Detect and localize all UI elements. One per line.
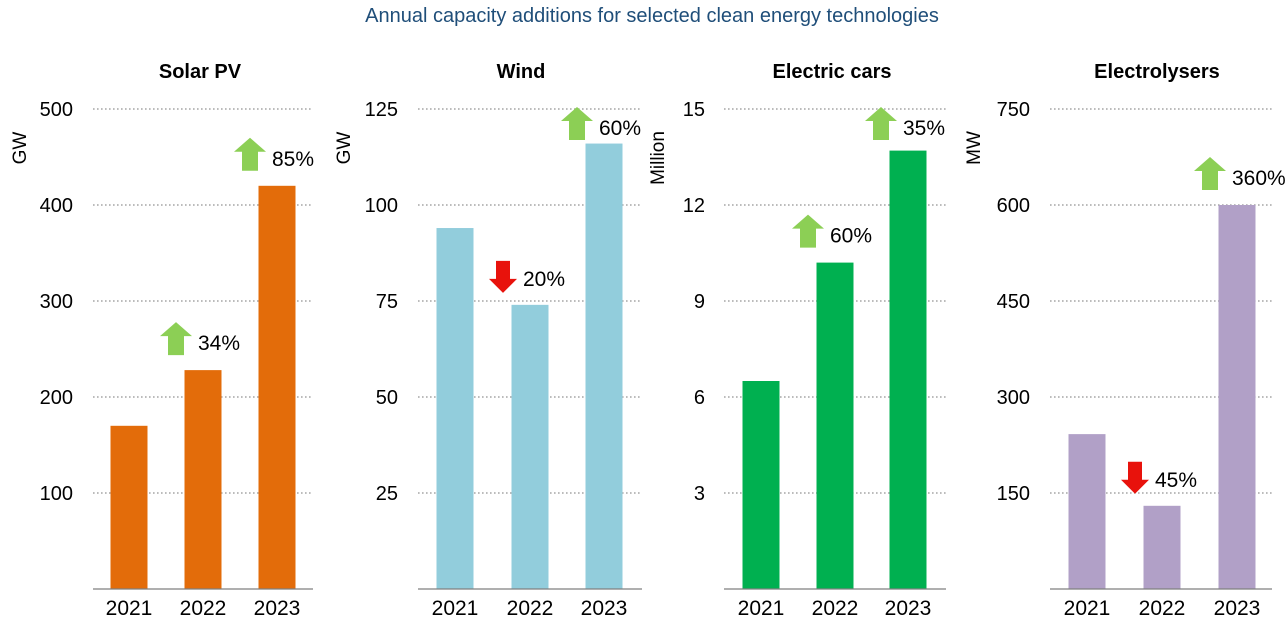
electrolysers-bar-2021: [1068, 434, 1106, 589]
wind-x-tick-label: 2021: [432, 597, 479, 620]
wind-change-label: 20%: [523, 268, 565, 291]
electric-cars-change-label: 60%: [830, 225, 872, 248]
wind-bar-2023: [585, 143, 623, 589]
electrolysers-x-tick-label: 2022: [1139, 597, 1186, 620]
electrolysers-y-tick-label: 750: [997, 99, 1030, 121]
electrolysers-y-tick-label: 600: [997, 195, 1030, 217]
electrolysers-bar-2022: [1143, 505, 1181, 589]
solar-pv-y-tick-label: 100: [40, 483, 73, 505]
electrolysers-y-axis-label: MW: [964, 131, 985, 165]
electrolysers-y-tick-label: 450: [997, 291, 1030, 313]
electrolysers-y-tick-label: 150: [997, 483, 1030, 505]
figure-title: Annual capacity additions for selected c…: [365, 5, 939, 27]
solar-pv-change-label: 85%: [272, 148, 314, 171]
solar-pv-x-tick-label: 2023: [254, 597, 301, 620]
electrolysers-change-label: 360%: [1232, 167, 1286, 190]
solar-pv-bar-2022: [184, 370, 222, 589]
electrolysers-up-arrow-icon: [1194, 157, 1226, 190]
electric-cars-y-tick-label: 15: [683, 99, 705, 121]
electric-cars-y-tick-label: 12: [683, 195, 705, 217]
wind-panel-title: Wind: [497, 61, 546, 83]
solar-pv-y-tick-label: 500: [40, 99, 73, 121]
wind-y-tick-label: 75: [376, 291, 398, 313]
electric-cars-y-axis-label: Million: [648, 131, 669, 185]
electric-cars-x-tick-label: 2023: [885, 597, 932, 620]
electric-cars-panel-title: Electric cars: [773, 61, 892, 83]
wind-y-tick-label: 25: [376, 483, 398, 505]
electric-cars-bar-2023: [889, 150, 927, 589]
electric-cars-bar-2021: [742, 381, 780, 589]
wind-y-tick-label: 100: [365, 195, 398, 217]
electric-cars-y-tick-label: 6: [694, 387, 705, 409]
solar-pv-up-arrow-icon: [160, 322, 192, 356]
solar-pv-x-tick-label: 2021: [106, 597, 153, 620]
solar-pv-y-axis-label: GW: [10, 132, 31, 165]
electrolysers-y-tick-label: 300: [997, 387, 1030, 409]
wind-up-arrow-icon: [561, 107, 593, 140]
wind-y-tick-label: 125: [365, 99, 398, 121]
solar-pv-x-tick-label: 2022: [180, 597, 227, 620]
wind-x-tick-label: 2022: [507, 597, 554, 620]
solar-pv-y-tick-label: 200: [40, 387, 73, 409]
electrolysers-bar-2023: [1218, 205, 1256, 589]
solar-pv-panel-title: Solar PV: [159, 61, 242, 83]
electrolysers-down-arrow-icon: [1121, 461, 1149, 494]
solar-pv-bar-2023: [258, 185, 296, 590]
wind-x-tick-label: 2023: [581, 597, 628, 620]
wind-bar-2021: [436, 228, 474, 590]
electric-cars-x-tick-label: 2021: [738, 597, 785, 620]
electrolysers-x-tick-label: 2023: [1214, 597, 1261, 620]
solar-pv-y-tick-label: 400: [40, 195, 73, 217]
electrolysers-x-tick-label: 2021: [1064, 597, 1111, 620]
electric-cars-up-arrow-icon: [865, 107, 897, 140]
wind-y-tick-label: 50: [376, 387, 398, 409]
solar-pv-bar-2021: [110, 425, 148, 589]
electric-cars-up-arrow-icon: [792, 214, 824, 248]
electric-cars-change-label: 35%: [903, 117, 945, 140]
solar-pv-y-tick-label: 300: [40, 291, 73, 313]
wind-y-axis-label: GW: [334, 132, 355, 165]
electric-cars-x-tick-label: 2022: [812, 597, 859, 620]
electric-cars-y-tick-label: 9: [694, 291, 705, 313]
electric-cars-bar-2022: [816, 262, 854, 589]
electrolysers-panel-title: Electrolysers: [1094, 61, 1220, 83]
wind-down-arrow-icon: [489, 260, 517, 293]
solar-pv-change-label: 34%: [198, 332, 240, 355]
wind-change-label: 60%: [599, 117, 641, 140]
wind-bar-2022: [511, 304, 549, 589]
electric-cars-y-tick-label: 3: [694, 483, 705, 505]
solar-pv-up-arrow-icon: [234, 137, 266, 171]
electrolysers-change-label: 45%: [1155, 469, 1197, 492]
